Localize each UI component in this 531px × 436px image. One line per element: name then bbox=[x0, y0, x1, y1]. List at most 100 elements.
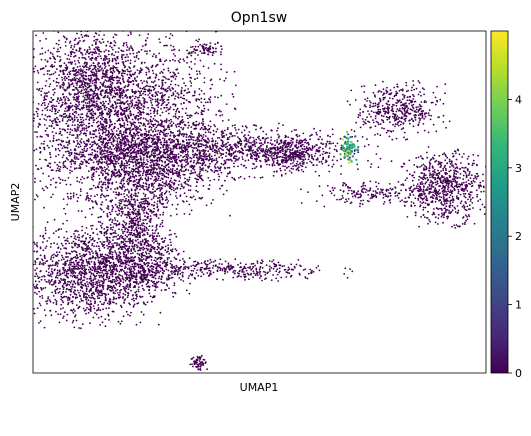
scatter-point bbox=[120, 56, 123, 59]
scatter-point bbox=[214, 125, 217, 128]
scatter-point bbox=[44, 114, 47, 116]
scatter-point bbox=[187, 88, 190, 90]
scatter-point bbox=[112, 36, 115, 39]
scatter-point bbox=[104, 122, 107, 124]
scatter-point bbox=[146, 37, 149, 39]
scatter-point bbox=[162, 137, 164, 140]
scatter-point bbox=[23, 119, 25, 121]
scatter-point bbox=[130, 141, 133, 144]
scatter-point bbox=[199, 170, 202, 173]
scatter-point bbox=[4, 96, 6, 98]
scatter-point bbox=[190, 82, 193, 84]
scatter-point bbox=[54, 61, 56, 64]
scatter-point bbox=[24, 63, 26, 65]
scatter-point bbox=[27, 84, 29, 86]
scatter-point bbox=[68, 92, 71, 94]
scatter-point bbox=[143, 136, 146, 139]
scatter-point bbox=[76, 74, 79, 76]
scatter-point bbox=[73, 27, 75, 29]
scatter-point bbox=[165, 121, 168, 124]
scatter-point bbox=[271, 164, 274, 167]
scatter-point bbox=[124, 131, 127, 134]
scatter-point bbox=[102, 124, 105, 126]
scatter-point bbox=[220, 166, 222, 169]
scatter-point bbox=[152, 135, 155, 137]
scatter-point bbox=[190, 160, 193, 163]
scatter-point bbox=[104, 137, 107, 140]
scatter-point bbox=[137, 108, 139, 111]
scatter-point bbox=[223, 79, 226, 82]
scatter-point bbox=[149, 109, 152, 112]
scatter-point bbox=[226, 138, 229, 141]
scatter-point bbox=[25, 155, 27, 157]
scatter-point bbox=[150, 141, 153, 144]
scatter-point bbox=[140, 114, 143, 116]
scatter-point bbox=[153, 87, 156, 90]
scatter-point bbox=[112, 145, 115, 147]
scatter-point bbox=[111, 96, 114, 99]
scatter-point bbox=[139, 100, 141, 102]
scatter-point bbox=[147, 33, 150, 36]
scatter-point bbox=[157, 78, 160, 81]
scatter-point bbox=[6, 172, 8, 174]
scatter-point bbox=[110, 70, 113, 73]
scatter-point bbox=[63, 88, 66, 91]
scatter-point bbox=[172, 108, 175, 111]
scatter-point bbox=[98, 53, 100, 55]
scatter-point bbox=[256, 154, 259, 157]
scatter-point bbox=[59, 58, 62, 61]
scatter-point bbox=[133, 97, 136, 100]
scatter-point bbox=[231, 124, 234, 127]
scatter-point bbox=[90, 75, 92, 77]
scatter-point bbox=[46, 144, 49, 147]
scatter-point bbox=[318, 138, 320, 141]
scatter-point bbox=[173, 189, 175, 192]
scatter-point bbox=[101, 161, 104, 164]
scatter-point bbox=[203, 81, 206, 84]
scatter-point bbox=[106, 212, 109, 215]
scatter-point bbox=[108, 126, 111, 129]
scatter-point bbox=[145, 43, 147, 46]
scatter-point bbox=[79, 130, 82, 133]
scatter-point bbox=[51, 169, 54, 172]
scatter-point bbox=[294, 157, 297, 160]
scatter-point bbox=[91, 44, 94, 46]
scatter-point bbox=[190, 132, 192, 135]
scatter-point bbox=[144, 100, 147, 103]
scatter-point bbox=[150, 115, 152, 118]
scatter-point bbox=[220, 162, 223, 165]
scatter-point bbox=[95, 27, 97, 29]
scatter-point bbox=[102, 112, 104, 115]
scatter-point bbox=[140, 122, 143, 125]
scatter-point bbox=[52, 89, 54, 91]
scatter-point bbox=[302, 155, 304, 158]
scatter-point bbox=[135, 143, 138, 146]
scatter-point bbox=[69, 183, 72, 186]
scatter-point bbox=[101, 75, 104, 78]
scatter-point bbox=[7, 105, 9, 107]
scatter-point bbox=[226, 166, 229, 169]
scatter-point bbox=[79, 194, 82, 197]
scatter-point bbox=[197, 134, 200, 137]
scatter-point bbox=[137, 103, 140, 105]
scatter-point bbox=[106, 27, 108, 29]
scatter-point bbox=[186, 61, 188, 64]
scatter-point bbox=[128, 77, 131, 79]
scatter-point bbox=[43, 98, 46, 100]
scatter-point bbox=[82, 40, 85, 43]
scatter-point bbox=[152, 170, 155, 173]
scatter-point bbox=[103, 120, 106, 123]
scatter-point bbox=[69, 102, 72, 105]
scatter-point bbox=[51, 108, 54, 110]
scatter-point bbox=[109, 92, 112, 95]
scatter-point bbox=[288, 170, 291, 172]
scatter-point bbox=[197, 123, 200, 126]
scatter-point bbox=[242, 165, 245, 168]
scatter-point bbox=[68, 113, 71, 115]
scatter-point bbox=[274, 144, 276, 147]
scatter-point bbox=[255, 160, 258, 163]
scatter-point bbox=[255, 124, 258, 127]
scatter-point bbox=[232, 151, 235, 154]
scatter-point bbox=[77, 113, 80, 116]
scatter-point bbox=[263, 142, 266, 144]
